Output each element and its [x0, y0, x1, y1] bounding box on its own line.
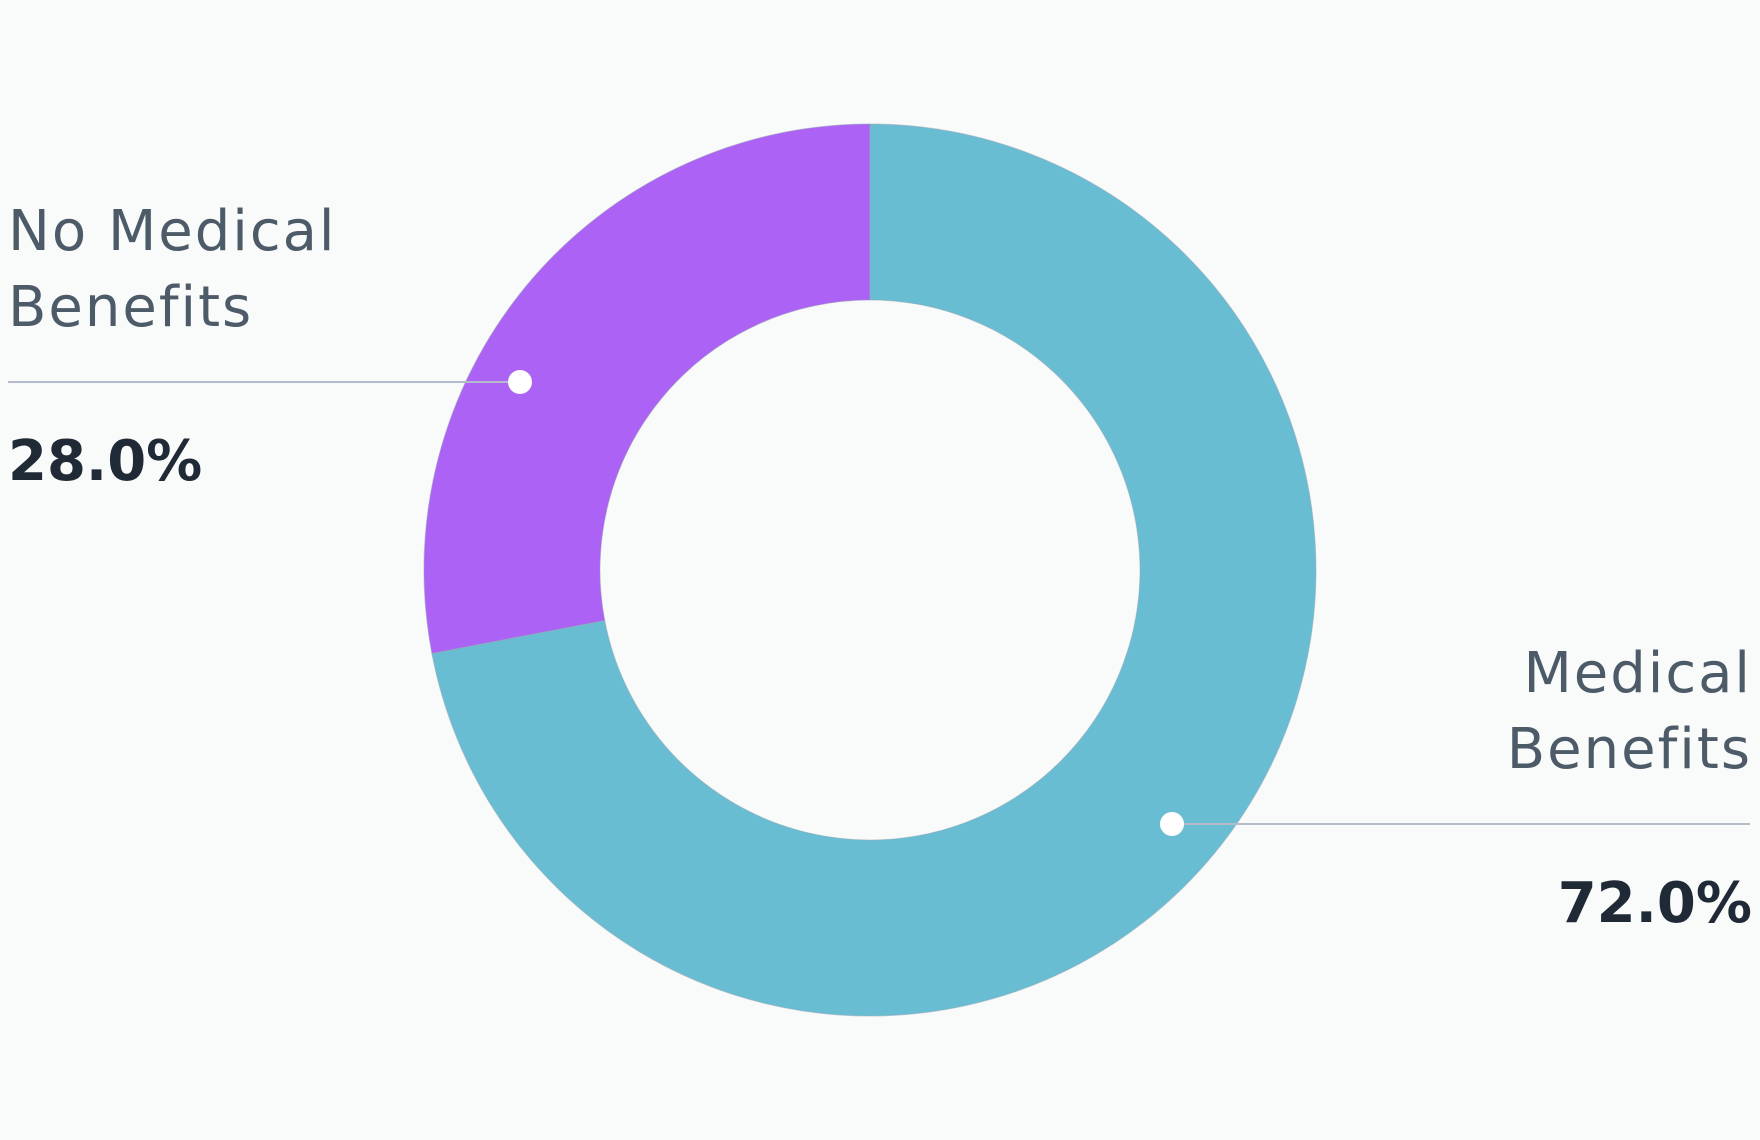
leader-dot-no-medical: [508, 370, 532, 394]
leader-lines-group: [8, 370, 1750, 836]
slice-label-no-medical-line-1: No Medical: [8, 199, 337, 264]
labels-group: No Medical Benefits 28.0% Medical Benefi…: [8, 199, 1752, 936]
slice-value-no-medical: 28.0%: [8, 429, 202, 494]
slice-label-medical-line-2: Benefits: [1507, 717, 1752, 782]
slice-label-medical-line-1: Medical: [1523, 641, 1752, 706]
leader-dot-medical: [1160, 812, 1184, 836]
slices-group: [423, 123, 1317, 1017]
slice-no-medical[interactable]: [423, 123, 871, 655]
slice-medical[interactable]: [431, 123, 1317, 1017]
slice-value-medical: 72.0%: [1558, 871, 1752, 936]
slice-label-no-medical-line-2: Benefits: [8, 275, 253, 340]
